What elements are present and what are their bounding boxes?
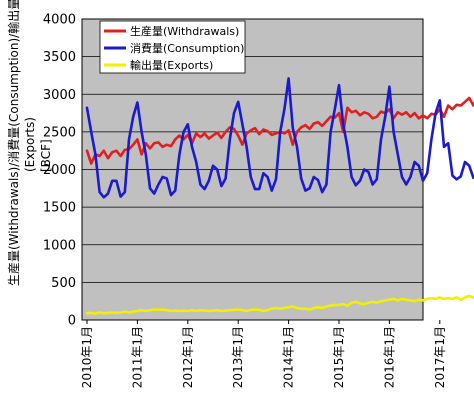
y-tick-label: 2500 xyxy=(43,125,76,140)
y-tick-label: 1500 xyxy=(43,201,76,216)
y-tick-label: 4000 xyxy=(43,13,76,28)
y-axis-title-line: [BCF] xyxy=(39,139,53,172)
y-tick-label: 3000 xyxy=(43,88,76,103)
series-lines xyxy=(85,77,474,315)
x-tick-label: 2010年1月 xyxy=(80,326,94,388)
y-tick-label: 1000 xyxy=(43,238,76,253)
series-line-consumption xyxy=(85,77,474,199)
legend-label-consumption: 消費量(Consumption) xyxy=(130,41,244,55)
x-tick-label: 2014年1月 xyxy=(282,326,296,388)
y-tick-label: 0 xyxy=(68,314,76,329)
y-axis-title: 生産量(Withdrawals)/消費量(Consumption)/輸出量 (Ex… xyxy=(6,0,53,286)
x-axis-ticks: 2010年1月 2011年1月 2012年1月 2013年1月 2014年1月 2015年… xyxy=(80,320,447,388)
x-tick-label: 2016年1月 xyxy=(382,326,396,388)
x-tick-label: 2017年1月 xyxy=(433,326,447,388)
y-axis-title-line: 生産量(Withdrawals)/消費量(Consumption)/輸出量 xyxy=(6,0,21,286)
y-axis-title-line: (Exports) xyxy=(23,117,37,172)
legend-label-exports: 輸出量(Exports) xyxy=(130,58,213,72)
x-tick-label: 2012年1月 xyxy=(181,326,195,388)
gridlines xyxy=(82,56,423,283)
y-tick-label: 3500 xyxy=(43,50,76,65)
x-tick-label: 2015年1月 xyxy=(332,326,346,388)
x-tick-label: 2011年1月 xyxy=(130,326,144,388)
y-tick-label: 500 xyxy=(51,276,76,291)
x-tick-label: 2013年1月 xyxy=(231,326,245,388)
y-tick-label: 2000 xyxy=(43,163,76,178)
legend-label-withdrawals: 生産量(Withdrawals) xyxy=(130,24,239,38)
y-axis-ticks: 0 500 1000 1500 2000 2500 3000 3500 4000 xyxy=(43,13,76,329)
legend: 生産量(Withdrawals) 消費量(Consumption) 輸出量(Expo… xyxy=(99,20,246,74)
series-line-exports xyxy=(85,294,474,315)
